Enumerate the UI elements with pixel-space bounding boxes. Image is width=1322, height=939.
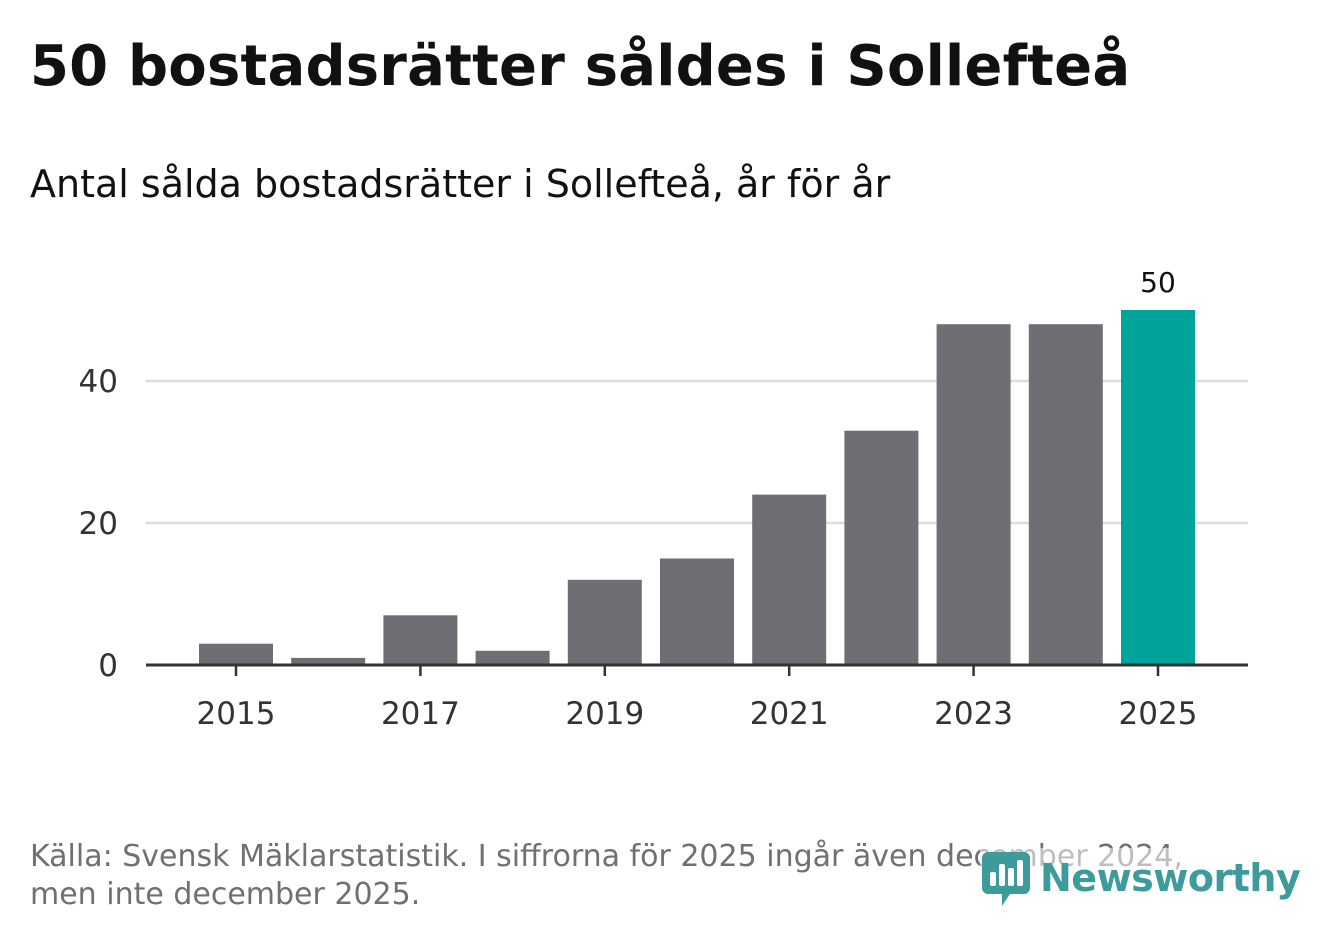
bar-2018 (475, 650, 550, 665)
x-tick-label: 2023 (934, 696, 1013, 732)
bar-2025 (1121, 310, 1195, 665)
x-tick-label: 2015 (197, 696, 276, 732)
bar-2023 (936, 324, 1011, 665)
bar-2017 (383, 615, 458, 665)
x-tick-label: 2021 (750, 696, 829, 732)
bar-2020 (660, 558, 734, 665)
bar-2015 (199, 643, 273, 665)
x-tick-label: 2025 (1119, 696, 1198, 732)
x-tick-label: 2017 (381, 696, 460, 732)
newsworthy-logo-icon (982, 852, 1030, 906)
y-tick-label: 40 (79, 364, 118, 400)
brand-name: Newsworthy (1040, 856, 1301, 900)
bar-2021 (752, 494, 827, 665)
chart-title: 50 bostadsrätter såldes i Sollefteå (30, 34, 1131, 99)
chart-subtitle: Antal sålda bostadsrätter i Sollefteå, å… (30, 162, 891, 206)
x-tick-label: 2019 (565, 696, 644, 732)
data-label: 50 (1140, 266, 1176, 299)
y-tick-label: 0 (98, 648, 118, 684)
bar-2016 (291, 657, 366, 665)
bar-2022 (844, 430, 919, 665)
bar-2024 (1028, 324, 1103, 665)
brand-logo: Newsworthy (980, 848, 1301, 908)
bar-2019 (567, 579, 642, 665)
y-tick-label: 20 (79, 506, 118, 542)
